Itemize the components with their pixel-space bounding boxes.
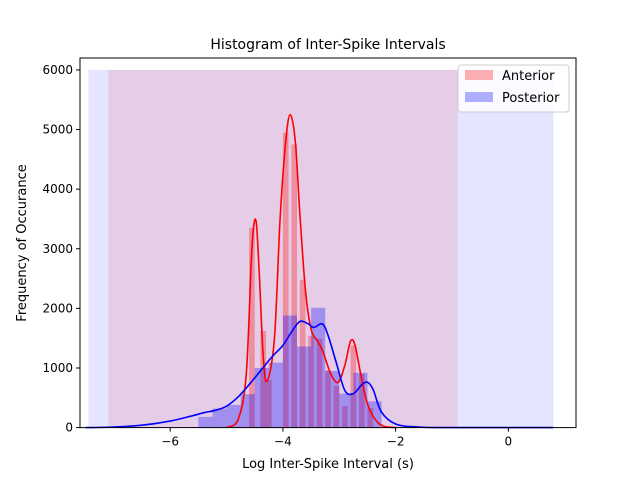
kde-line-anterior xyxy=(226,113,396,429)
legend: Anterior Posterior xyxy=(457,64,570,113)
y-tick-label: 0 xyxy=(65,421,73,435)
plot-frame xyxy=(79,57,577,429)
bar-anterior xyxy=(282,132,289,428)
y-tick-label: 3000 xyxy=(42,242,73,256)
x-axis-label: Log Inter-Spike Interval (s) xyxy=(242,457,414,472)
x-tick-label: −2 xyxy=(387,435,405,449)
y-tick-label: 2000 xyxy=(42,301,73,315)
bar-anterior xyxy=(266,379,272,428)
range-span-posterior xyxy=(88,69,554,428)
bar-posterior xyxy=(268,362,283,428)
y-tick-label: 6000 xyxy=(42,63,73,77)
bar-anterior xyxy=(342,406,348,428)
bar-anterior xyxy=(291,144,297,428)
legend-label-anterior: Anterior xyxy=(502,69,555,84)
y-tick-label: 1000 xyxy=(42,361,73,375)
bar-anterior xyxy=(308,335,314,428)
legend-label-posterior: Posterior xyxy=(502,91,560,106)
bar-anterior xyxy=(299,279,306,428)
kde-curves xyxy=(85,113,554,429)
bar-anterior xyxy=(316,338,323,428)
range-spans xyxy=(88,69,554,428)
bar-anterior xyxy=(249,227,255,428)
legend-swatch-posterior xyxy=(465,92,493,102)
bar-posterior xyxy=(339,393,354,428)
bar-anterior xyxy=(260,331,266,428)
y-axis-label: Frequency of Occurance xyxy=(15,164,30,321)
bar-posterior xyxy=(282,315,297,428)
bar-posterior xyxy=(297,346,312,428)
bar-anterior xyxy=(325,370,331,428)
x-tick-label: 0 xyxy=(505,435,513,449)
bar-anterior xyxy=(367,407,374,428)
kde-line-posterior xyxy=(85,320,554,429)
range-span-anterior xyxy=(108,69,458,428)
legend-swatch-anterior xyxy=(465,70,493,80)
bar-anterior xyxy=(333,385,340,428)
bar-posterior xyxy=(254,367,269,428)
bar-posterior xyxy=(240,394,255,428)
bar-posterior xyxy=(353,372,368,428)
bar-anterior xyxy=(350,345,357,428)
x-tick-label: −6 xyxy=(161,435,179,449)
bar-anterior xyxy=(359,373,365,428)
x-tick-label: −4 xyxy=(274,435,292,449)
bar-posterior xyxy=(325,370,340,428)
y-tick-label: 5000 xyxy=(42,123,73,137)
bar-posterior xyxy=(367,401,382,428)
x-axis-ticks: −6 −4 −2 0 xyxy=(161,427,513,449)
y-axis-ticks: 0 1000 2000 3000 4000 5000 6000 xyxy=(42,63,80,435)
bar-posterior xyxy=(212,408,227,428)
chart-title: Histogram of Inter-Spike Intervals xyxy=(210,37,445,53)
y-tick-label: 4000 xyxy=(42,182,73,196)
legend-frame xyxy=(457,64,570,113)
bar-posterior xyxy=(198,416,213,428)
